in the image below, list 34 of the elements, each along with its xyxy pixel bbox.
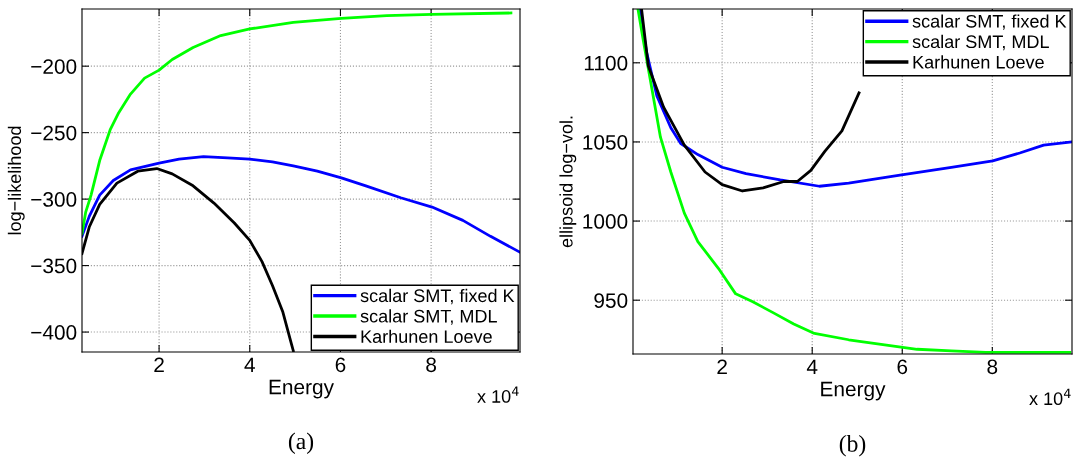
y-tick-label: −250 — [31, 125, 77, 141]
text: x 10$^{4}$ — [1029, 388, 1071, 406]
y-tick-label: 950 — [594, 293, 628, 308]
line-series — [636, 9, 1072, 354]
x-tick-label: 8 — [426, 357, 437, 373]
x-tick-label: 2 — [717, 359, 727, 374]
y-tick-label: −200 — [31, 59, 77, 74]
x-axis-title: Energy — [821, 381, 886, 401]
legend-label: Karhunen Loeve — [361, 329, 492, 344]
x-tick-label: 4 — [806, 359, 818, 374]
y-tick-label: 1100 — [584, 55, 628, 71]
x-tick-label: 2 — [154, 357, 164, 372]
text: x 10$^{4}$ — [477, 386, 519, 403]
y-tick-label: −350 — [31, 258, 77, 274]
legend-label: scalar SMT, MDL — [912, 34, 1049, 51]
y-tick-label: −300 — [31, 192, 77, 207]
x-axis-title: Energy — [269, 379, 334, 399]
legend-label: scalar SMT, fixed K — [912, 14, 1067, 30]
text: (b) — [839, 435, 866, 457]
legend-label: Karhunen Loeve — [913, 55, 1044, 69]
line-series — [82, 11, 513, 236]
y-tick-label: −400 — [31, 325, 77, 340]
y-tick-label: 1050 — [583, 134, 628, 150]
y-axis-title: ellipsoid log−vol. — [559, 116, 577, 248]
legend-label: scalar SMT, MDL — [360, 309, 497, 325]
y-axis-title: log−likelihood — [7, 126, 25, 235]
x-tick-label: 6 — [897, 359, 908, 375]
line-series — [82, 155, 520, 254]
text: (a) — [288, 432, 314, 455]
legend-label: scalar SMT, fixed K — [360, 288, 515, 305]
x-tick-label: 4 — [244, 357, 255, 372]
x-tick-label: 6 — [335, 357, 346, 373]
x-tick-label: 8 — [987, 359, 998, 375]
y-tick-label: 1000 — [583, 214, 628, 229]
